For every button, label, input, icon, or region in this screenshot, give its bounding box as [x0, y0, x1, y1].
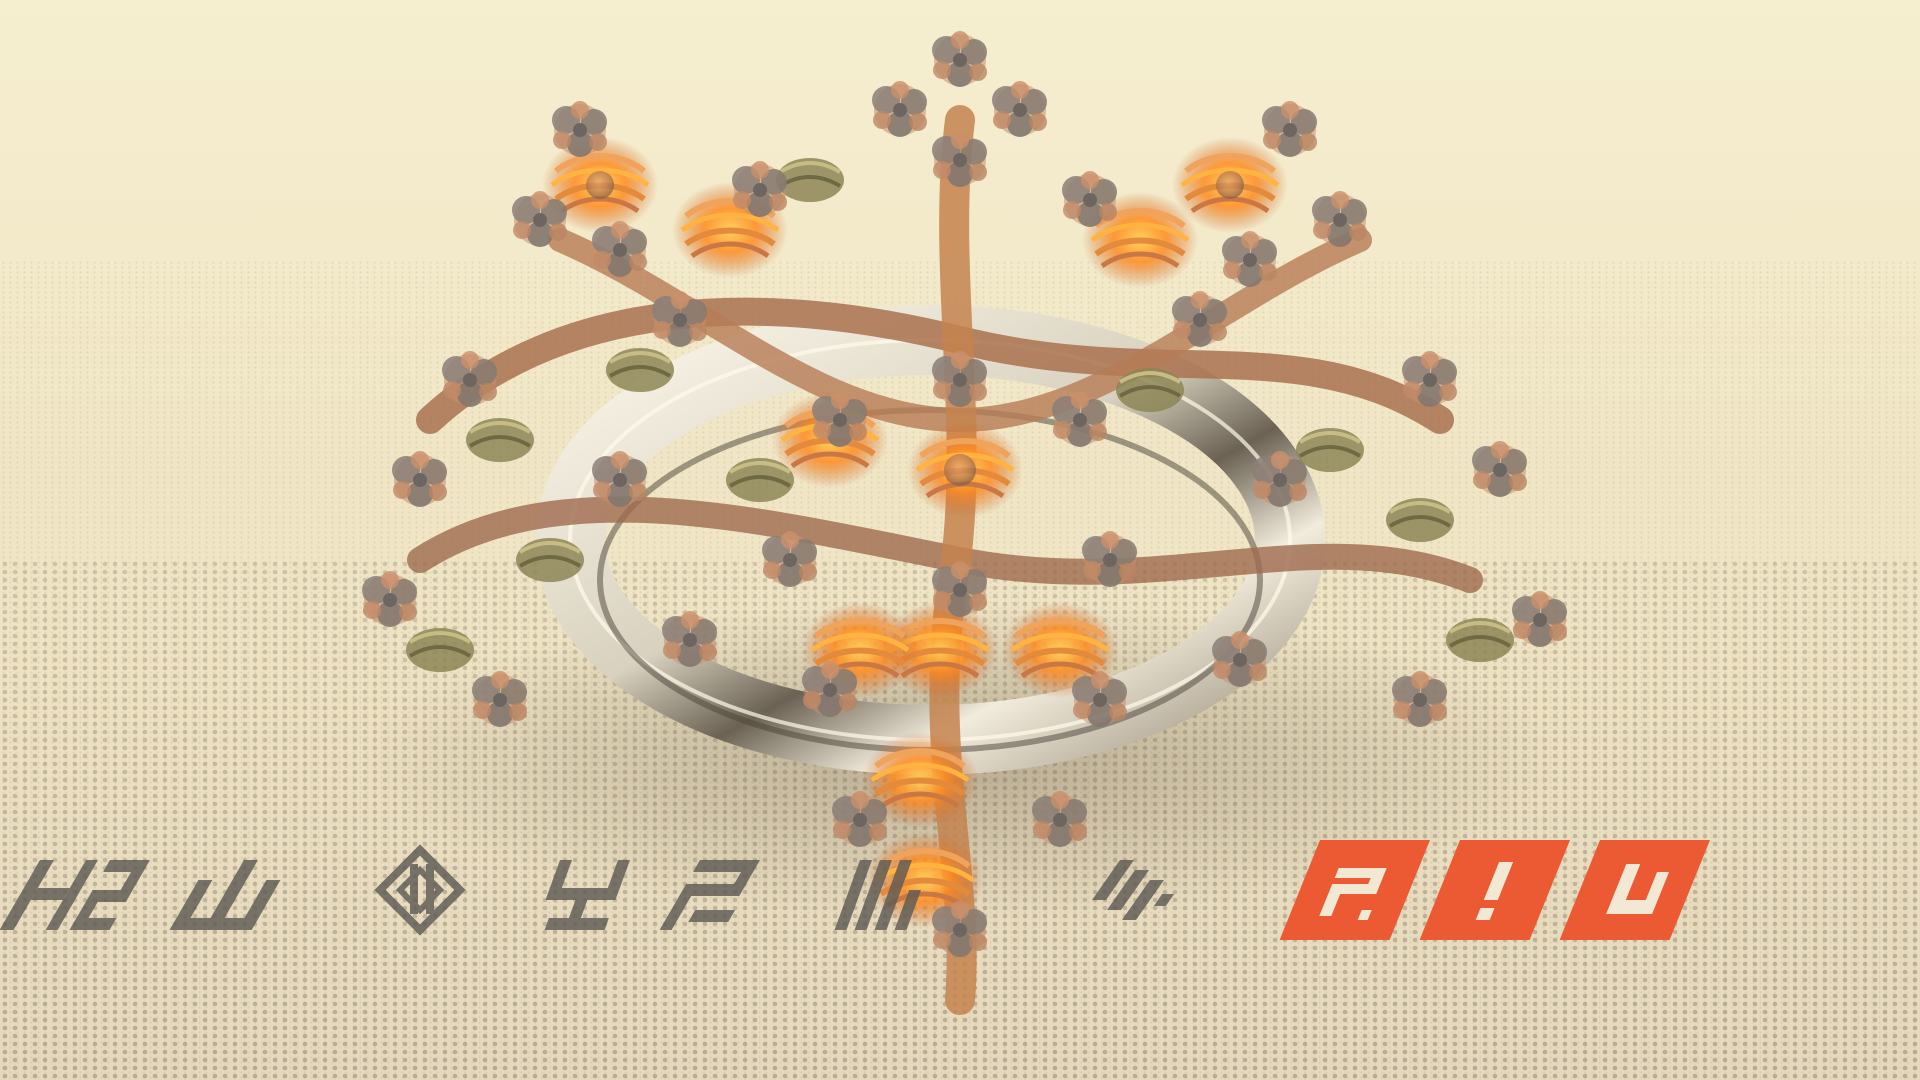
emblem-grey-2	[169, 860, 281, 930]
emblem-red-2	[1419, 840, 1570, 940]
emblem-red-1	[1279, 840, 1430, 940]
emblem-grey-6	[834, 860, 922, 930]
emblem-grey-1	[0, 860, 150, 930]
emblem-red-3	[1559, 840, 1710, 940]
copper-highlights	[586, 171, 1244, 486]
emblem-grey-5	[659, 860, 760, 930]
emblem-grey-7	[1091, 860, 1175, 920]
floor-emblems-grey	[0, 844, 1175, 936]
emblem-grey-4	[544, 860, 630, 930]
floor-emblems-red	[1279, 840, 1710, 940]
emblem-grey-3	[374, 844, 466, 936]
